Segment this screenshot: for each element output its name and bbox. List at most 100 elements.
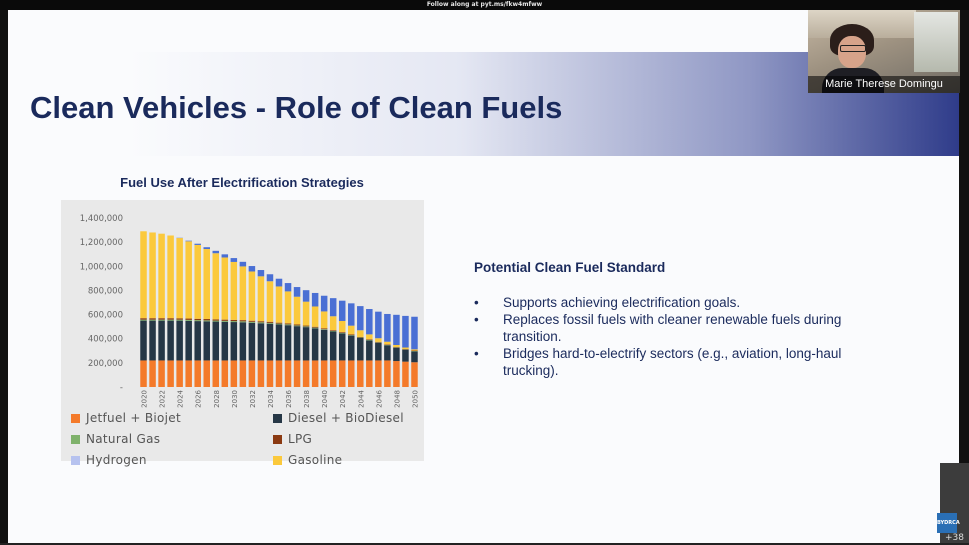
bar-segment-lpg <box>348 334 355 336</box>
presenter-name-label: Marie Therese Domingu <box>808 76 960 93</box>
bar-segment-jetfuel <box>239 360 247 387</box>
bar-segment-gasoline <box>149 232 156 319</box>
bar-segment-lpg <box>221 319 229 321</box>
y-tick-label: 600,000 <box>88 311 123 321</box>
bar-segment-diesel <box>338 333 346 361</box>
bar-segment-lpg <box>176 318 183 320</box>
bar-segment-diesel <box>329 331 337 361</box>
legend-item-gasoline: Gasoline <box>273 452 342 468</box>
x-tick-label: 2036 <box>285 389 293 407</box>
bar-segment-gasoline <box>203 249 210 320</box>
x-tick-label: 2028 <box>213 390 221 408</box>
bar-segment-electric_band <box>411 316 418 350</box>
bar-segment-jetfuel <box>140 360 147 387</box>
bar-segment-lpg <box>194 318 201 321</box>
bar-segment-gasoline <box>185 241 192 319</box>
x-tick-label: 2022 <box>159 390 167 408</box>
x-tick-label: 2020 <box>141 390 149 408</box>
bullet-item: • Supports achieving electrification goal… <box>474 294 894 311</box>
bar-segment-natural_gas <box>257 322 265 324</box>
bar-segment-gasoline <box>384 341 391 345</box>
bar-segment-jetfuel <box>375 360 382 387</box>
bar-segment-diesel <box>266 323 274 361</box>
x-tick-label: 2042 <box>339 390 347 408</box>
bar-segment-electric_band <box>221 254 229 258</box>
bar-segment-gasoline <box>221 257 229 320</box>
bar-segment-diesel <box>140 320 147 361</box>
bar-segment-diesel <box>311 328 319 361</box>
bar-segment-jetfuel <box>149 360 156 387</box>
bar-segment-jetfuel <box>384 360 391 387</box>
presenter-video-tile[interactable]: Marie Therese Domingu <box>808 10 960 93</box>
y-tick-label: 400,000 <box>88 335 123 345</box>
x-tick-label: 2048 <box>393 390 401 408</box>
bar-segment-lpg <box>357 336 364 338</box>
bar-segment-gasoline <box>302 301 310 326</box>
bar-segment-electric_band <box>248 266 256 272</box>
bar-segment-diesel <box>393 347 400 362</box>
bar-segment-jetfuel <box>357 360 364 387</box>
bar-segment-electric_band <box>203 247 210 250</box>
bullet-text: Replaces fossil fuels with cleaner renew… <box>503 312 842 344</box>
bar-segment-diesel <box>257 323 265 361</box>
bar-segment-lpg <box>320 328 328 330</box>
bar-segment-natural_gas <box>293 325 301 327</box>
bar-segment-diesel <box>320 329 328 361</box>
x-tick-label: 2032 <box>249 390 257 408</box>
bar-segment-jetfuel <box>302 360 310 387</box>
bar-segment-diesel <box>221 321 229 361</box>
bar-segment-jetfuel <box>248 360 256 387</box>
bar-segment-gasoline <box>239 266 247 321</box>
bar-segment-gasoline <box>357 330 364 337</box>
bar-segment-diesel <box>284 325 292 361</box>
bar-segment-electric_band <box>257 270 265 277</box>
organization-logo-icon[interactable]: BYDRCA <box>937 513 960 533</box>
x-tick-label: 2030 <box>231 390 239 408</box>
bar-segment-diesel <box>158 320 165 361</box>
bar-segment-gasoline <box>212 253 220 320</box>
bar-segment-lpg <box>366 339 373 340</box>
bar-segment-electric_band <box>293 287 301 297</box>
bar-segment-electric_band <box>348 303 355 326</box>
y-tick-label: 1,000,000 <box>80 262 123 272</box>
bar-segment-diesel <box>194 321 201 361</box>
bar-segment-electric_band <box>320 295 328 312</box>
legend-item-diesel: Diesel + BioDiesel <box>273 410 404 426</box>
bar-segment-lpg <box>293 324 301 326</box>
bar-segment-gasoline <box>329 316 337 331</box>
bar-segment-electric_band <box>375 311 382 339</box>
legend-swatch-lpg <box>273 434 282 444</box>
bar-segment-natural_gas <box>158 319 165 321</box>
participant-count-badge[interactable]: +38 <box>945 533 964 543</box>
bar-segment-gasoline <box>402 347 409 349</box>
bar-segment-natural_gas <box>230 321 238 323</box>
chart-title: Fuel Use After Electrification Strategie… <box>120 175 364 190</box>
bar-segment-gasoline <box>348 325 355 335</box>
bar-segment-natural_gas <box>329 330 337 332</box>
bar-segment-electric_band <box>357 306 364 331</box>
bullet-item: • Replaces fossil fuels with cleaner rene… <box>474 311 894 345</box>
meeting-top-bar: Follow along at pyt.ms/fkw4mfww <box>0 0 969 10</box>
bullet-list: • Supports achieving electrification goal… <box>474 294 894 379</box>
bar-segment-gasoline <box>393 344 400 347</box>
legend-swatch-hydrogen <box>71 455 80 465</box>
bar-segment-diesel <box>149 320 156 361</box>
bar-segment-natural_gas <box>275 323 283 325</box>
bar-segment-natural_gas <box>185 319 192 321</box>
bullet-icon: • <box>474 346 479 361</box>
bar-segment-jetfuel <box>366 360 373 387</box>
bar-segment-gasoline <box>257 276 265 322</box>
follow-along-banner: Follow along at pyt.ms/fkw4mfww <box>426 1 543 8</box>
bar-segment-natural_gas <box>266 322 274 324</box>
bar-segment-lpg <box>185 318 192 320</box>
bar-segment-natural_gas <box>194 320 201 322</box>
bar-segment-lpg <box>338 332 346 333</box>
bar-segment-gasoline <box>311 306 319 327</box>
bar-segment-gasoline <box>366 334 373 340</box>
bar-segment-diesel <box>357 337 364 361</box>
bar-segment-diesel <box>366 340 373 361</box>
bar-segment-jetfuel <box>185 360 192 387</box>
y-tick-label: 800,000 <box>88 286 123 296</box>
legend-label-jetfuel: Jetfuel + Biojet <box>86 411 181 425</box>
bar-segment-lpg <box>375 341 382 343</box>
